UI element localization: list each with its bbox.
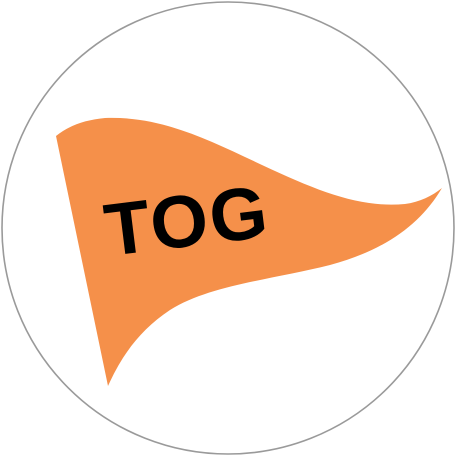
pennant-flag — [56, 117, 442, 386]
pennant-label: TOG — [100, 169, 274, 271]
